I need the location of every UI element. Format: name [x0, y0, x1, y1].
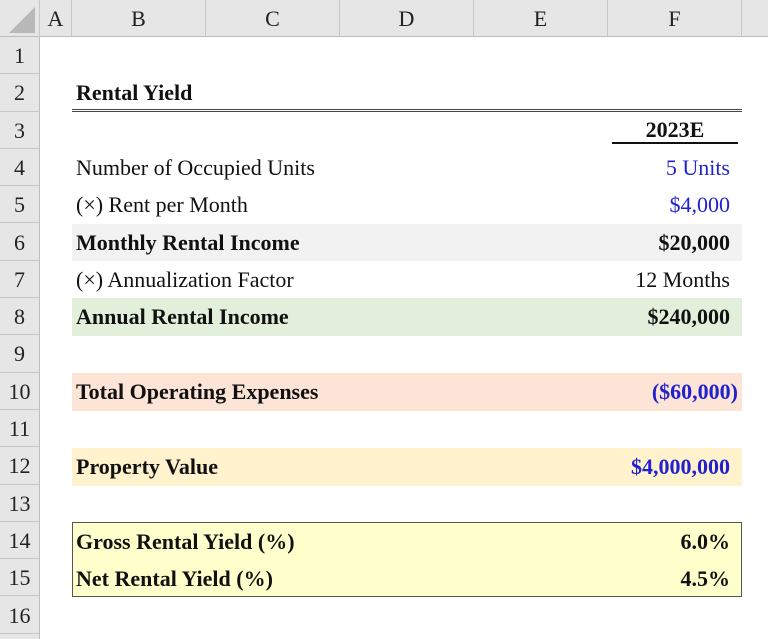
row-header-13[interactable]: 13	[0, 485, 39, 522]
rent-per-month-label[interactable]: (×) Rent per Month	[76, 192, 248, 217]
sheet-title[interactable]: Rental Yield	[76, 80, 193, 105]
row-header-8[interactable]: 8	[0, 298, 39, 336]
property-value-label[interactable]: Property Value	[76, 454, 218, 479]
title-double-underline	[72, 109, 742, 112]
expenses-fill	[72, 373, 742, 411]
row-header-4[interactable]: 4	[0, 149, 39, 187]
row-header-16[interactable]: 16	[0, 597, 39, 634]
row-header-3[interactable]: 3	[0, 112, 39, 149]
column-header-f[interactable]: F	[608, 0, 742, 36]
column-header-bar: A B C D E F	[0, 0, 768, 37]
row-header-9[interactable]: 9	[0, 335, 39, 373]
property-value-value[interactable]: $4,000,000	[631, 454, 730, 479]
column-header-g[interactable]	[742, 0, 768, 36]
monthly-income-label[interactable]: Monthly Rental Income	[76, 230, 300, 255]
row-header-2[interactable]: 2	[0, 74, 39, 112]
annualization-factor-value[interactable]: 12 Months	[635, 267, 730, 292]
row-header-7[interactable]: 7	[0, 261, 39, 299]
column-header-c[interactable]: C	[206, 0, 340, 36]
row-header-1[interactable]: 1	[0, 37, 39, 75]
occupied-units-value[interactable]: 5 Units	[665, 155, 730, 180]
operating-expenses-value[interactable]: ($60,000)	[651, 379, 738, 404]
period-header[interactable]: 2023E	[645, 117, 705, 142]
annual-income-label[interactable]: Annual Rental Income	[76, 304, 289, 329]
row-header-5[interactable]: 5	[0, 186, 39, 224]
row-header-15[interactable]: 15	[0, 559, 39, 597]
net-yield-label[interactable]: Net Rental Yield (%)	[76, 566, 273, 591]
yield-output-box	[72, 522, 742, 597]
row-header-10[interactable]: 10	[0, 373, 39, 410]
column-header-d[interactable]: D	[340, 0, 474, 36]
gross-yield-label[interactable]: Gross Rental Yield (%)	[76, 529, 295, 554]
annual-income-value[interactable]: $240,000	[647, 304, 731, 329]
row-header-6[interactable]: 6	[0, 224, 39, 261]
period-underline	[612, 142, 738, 144]
annualization-factor-label[interactable]: (×) Annualization Factor	[76, 267, 294, 292]
monthly-income-fill	[72, 224, 742, 261]
column-header-e[interactable]: E	[474, 0, 608, 36]
row-header-bar: 1 2 3 4 5 6 7 8 9 10 11 12 13 14 15 16	[0, 37, 40, 639]
select-all-icon	[9, 7, 35, 33]
select-all-corner[interactable]	[0, 0, 40, 37]
column-header-b[interactable]: B	[72, 0, 206, 36]
monthly-income-value[interactable]: $20,000	[658, 230, 731, 255]
operating-expenses-label[interactable]: Total Operating Expenses	[76, 379, 319, 404]
net-yield-value[interactable]: 4.5%	[680, 566, 731, 591]
rent-per-month-value[interactable]: $4,000	[669, 192, 731, 217]
gross-yield-value[interactable]: 6.0%	[680, 529, 731, 554]
column-header-a[interactable]: A	[40, 0, 72, 36]
property-value-fill	[72, 448, 742, 486]
occupied-units-label[interactable]: Number of Occupied Units	[76, 155, 315, 180]
row-header-11[interactable]: 11	[0, 410, 39, 448]
row-header-12[interactable]: 12	[0, 447, 39, 485]
row-header-14[interactable]: 14	[0, 522, 39, 560]
annual-income-fill	[72, 298, 742, 336]
